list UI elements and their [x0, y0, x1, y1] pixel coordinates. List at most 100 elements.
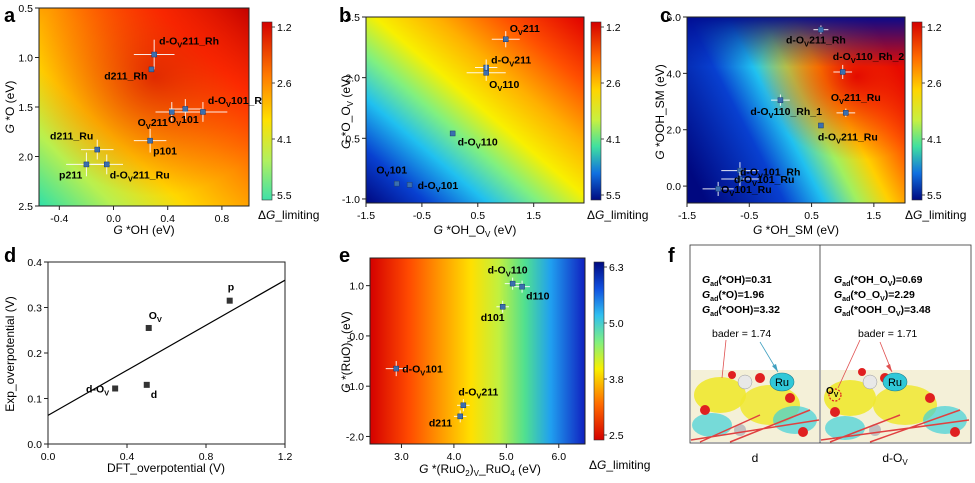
point-label: OV — [149, 310, 162, 324]
data-point: d-OV211_Ru — [90, 154, 170, 183]
data-point: d-OV211_Rh — [133, 36, 219, 70]
point-marker — [143, 381, 150, 388]
x-tick-label: 3.0 — [394, 451, 409, 463]
data-point: d-OV101 — [406, 180, 458, 194]
data-point: d101 — [481, 300, 509, 324]
point-label: d-OV211 — [458, 386, 498, 400]
point-marker — [148, 66, 155, 73]
point-marker — [519, 283, 525, 290]
panel-c-label: c — [660, 5, 671, 27]
y-tick-label: 0.0 — [27, 439, 42, 451]
panel-c-ylabel: G *OOH_SM (eV) — [653, 64, 667, 159]
data-point: d-OV101 — [385, 361, 443, 378]
colorbar-tick-label: 2.5 — [609, 430, 624, 442]
point-label: OV110 — [489, 79, 519, 93]
colorbar-tick-label: 2.6 — [277, 78, 292, 90]
data-point: d-OV101_Rh — [721, 162, 800, 181]
point-marker — [226, 297, 233, 304]
x-tick-label: -1.5 — [357, 210, 375, 222]
panel-f-left-line-3: Gad(*OOH)=3.32 — [702, 304, 780, 318]
point-label: OV101 — [376, 165, 407, 179]
point-marker — [483, 70, 489, 76]
data-point: OV211_Ru — [831, 92, 881, 118]
panel-b-heatmap — [366, 17, 584, 203]
data-point: p — [226, 282, 234, 304]
point-label: d-OV211_Rh — [159, 36, 219, 50]
point-marker — [460, 402, 467, 409]
point-label: d-OV101_Ru — [734, 174, 794, 188]
data-point: OV — [145, 310, 162, 331]
data-point: OV211 — [491, 23, 540, 48]
x-tick-label: 1.5 — [526, 210, 541, 222]
x-tick-label: 0.5 — [470, 210, 485, 222]
point-label: p101 — [153, 146, 177, 158]
point-marker — [200, 109, 206, 115]
x-tick-label: 0.4 — [160, 213, 175, 225]
colorbar-tick-label: 1.2 — [606, 22, 621, 34]
point-marker — [499, 304, 506, 310]
panel-f: f Ru Gad(*OH)=0.31 Gad(*O)=1.96 Gad(* — [668, 244, 972, 467]
point-label: d211 — [429, 417, 453, 429]
data-point: p101 — [133, 128, 177, 158]
x-tick-label: 0.0 — [41, 451, 56, 463]
point-marker — [449, 130, 456, 137]
data-point: OV211 — [138, 102, 189, 131]
point-label: d-OV110 — [488, 265, 528, 279]
panel-b-colorbar — [590, 21, 602, 201]
panel-a-colorbar — [261, 21, 273, 201]
y-tick-label: 0.3 — [27, 303, 42, 315]
panel-b-label: b — [339, 5, 351, 27]
point-label: d211_Rh — [104, 70, 147, 82]
y-tick-label: 4.0 — [666, 68, 681, 80]
panel-f-left-bader: bader = 1.74 — [712, 328, 771, 340]
panel-b: b -1.5 -0.5 0.5 1.5 -1.0 0.5 2.0 3.5 OV211 d-OV2… — [339, 5, 648, 239]
y-tick-label: 0.0 — [666, 181, 681, 193]
point-marker — [737, 176, 743, 182]
data-point: d110 — [514, 280, 550, 303]
y-tick-label: 1.5 — [18, 102, 33, 114]
x-tick-label: -1.5 — [678, 210, 696, 222]
y-tick-label: 0.1 — [27, 394, 42, 406]
panel-e: e 3.0 4.0 5.0 6.0 -2.0 -1.0 0.0 1.0 d-OV110 d110… — [339, 245, 650, 478]
y-tick-label: 2.5 — [18, 201, 33, 213]
point-marker — [406, 182, 413, 188]
panel-d-label: d — [4, 245, 16, 267]
panel-d-fit-line — [47, 279, 286, 416]
y-tick-label: 2.0 — [18, 152, 33, 164]
point-marker — [182, 106, 189, 112]
colorbar-tick-label: 4.1 — [277, 134, 292, 146]
data-point: d-OV110_Rh_1 — [750, 94, 822, 120]
point-label: d-OV110 — [458, 136, 498, 150]
point-marker — [94, 146, 101, 153]
data-point: OV101 — [376, 165, 407, 187]
colorbar-tick-label: 1.2 — [927, 22, 942, 34]
data-point: d-OV211_Ru — [818, 122, 878, 146]
x-tick-label: 0.0 — [106, 213, 121, 225]
point-marker — [818, 122, 824, 129]
panel-b-frame — [365, 16, 585, 204]
point-marker — [502, 36, 509, 42]
panel-f-right-line-3: Gad(*OOH_OV)=3.48 — [834, 304, 931, 318]
point-label: d211_Ru — [50, 131, 93, 143]
data-point: d-OV211 — [457, 386, 499, 412]
y-tick-label: 0.0 — [349, 331, 364, 343]
panel-f-right-structure: Ru OV — [820, 339, 970, 443]
point-label: d101 — [481, 312, 505, 324]
panel-d-frame — [47, 261, 286, 445]
x-tick-label: -0.4 — [50, 213, 68, 225]
point-marker — [112, 385, 119, 392]
point-label: d-OV — [86, 383, 109, 397]
x-tick-label: 1.2 — [278, 451, 293, 463]
data-point: d-OV211_Rh — [786, 25, 846, 49]
point-marker — [777, 97, 784, 103]
x-tick-label: 6.0 — [551, 451, 566, 463]
panel-e-label: e — [339, 245, 350, 267]
data-point: d-OV110 — [488, 265, 528, 290]
point-marker — [147, 137, 153, 144]
panel-f-right-line-1: Gad(*OH_OV)=0.69 — [834, 274, 923, 288]
data-point: OV101_Ru — [702, 181, 772, 198]
point-label: d-OV110_Rh_1 — [750, 106, 822, 120]
point-label: d-OV101_Ru — [208, 95, 268, 109]
panel-b-ylabel: G *O_OV (eV) — [339, 75, 355, 149]
